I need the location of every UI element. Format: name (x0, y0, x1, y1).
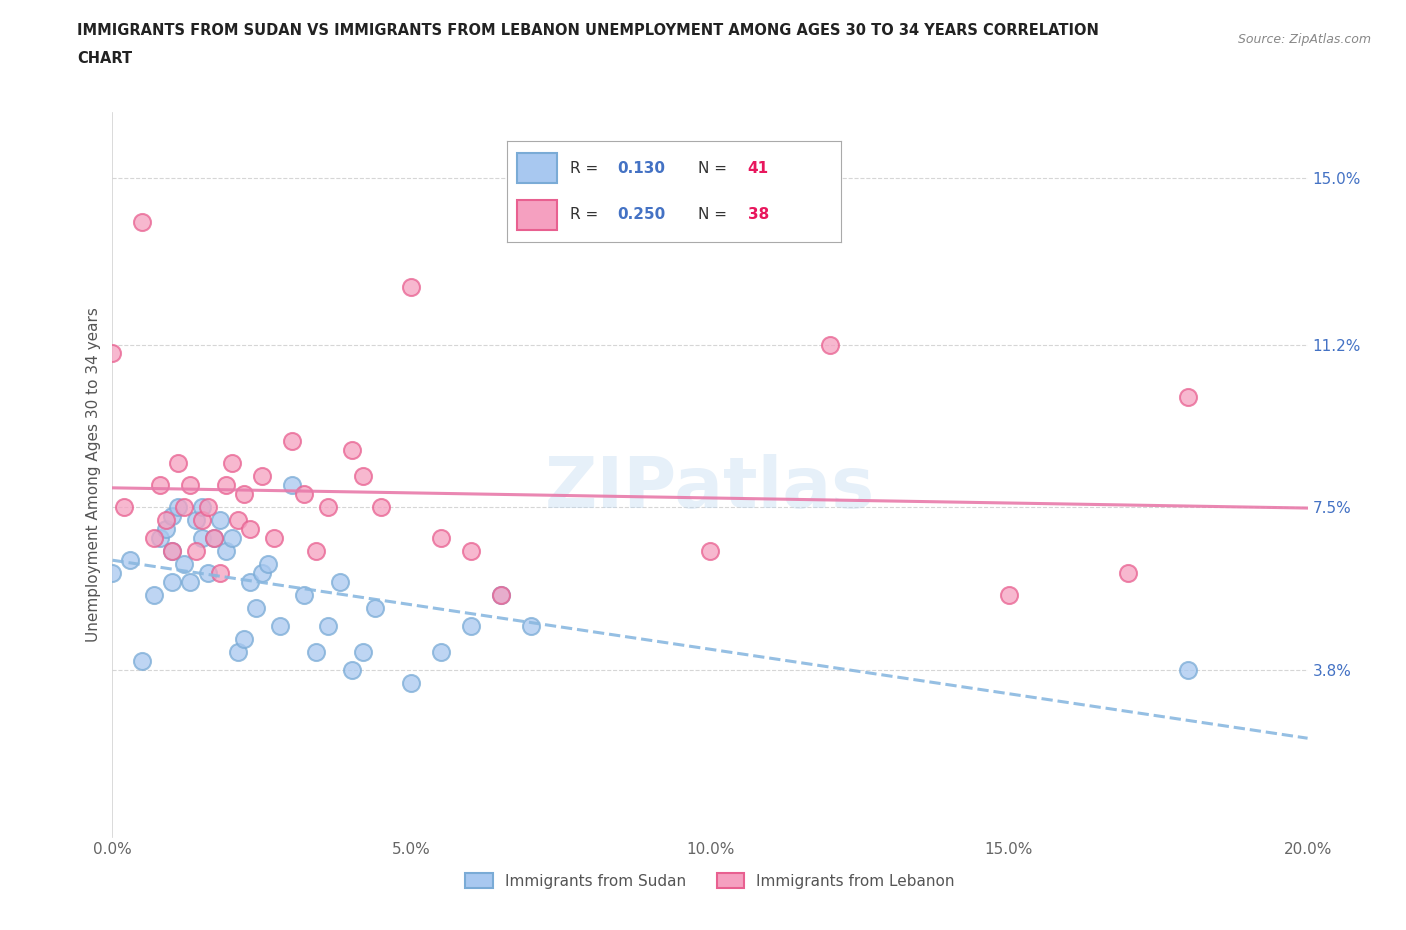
Text: Source: ZipAtlas.com: Source: ZipAtlas.com (1237, 33, 1371, 46)
Point (162, 575, 183, 590)
Point (209, 565, 232, 580)
Point (305, 544, 328, 559)
Point (263, 531, 285, 546)
Point (197, 499, 219, 514)
Point (460, 544, 482, 559)
Point (226, 644, 249, 659)
Point (520, 618, 543, 633)
Point (340, 662, 363, 677)
Point (143, 588, 166, 603)
Point (460, 618, 482, 633)
Point (179, 575, 201, 590)
Point (430, 644, 453, 659)
Point (316, 499, 339, 514)
Point (364, 601, 387, 616)
Point (167, 499, 190, 514)
Point (179, 478, 201, 493)
Point (340, 443, 363, 458)
Point (114, 499, 135, 514)
Point (131, 214, 153, 229)
Point (370, 499, 392, 514)
Point (818, 338, 841, 352)
Point (131, 654, 153, 669)
Point (1118, 565, 1140, 580)
Point (401, 676, 423, 691)
Point (489, 588, 512, 603)
Point (173, 499, 195, 514)
Point (221, 531, 243, 546)
Point (155, 513, 177, 528)
Point (401, 280, 423, 295)
Point (245, 601, 267, 616)
Point (162, 509, 183, 524)
Point (1177, 662, 1199, 677)
Text: ZIPatlas: ZIPatlas (546, 455, 875, 524)
Point (1177, 390, 1199, 405)
Point (250, 469, 273, 484)
Point (329, 575, 352, 590)
Point (149, 478, 172, 493)
Point (239, 522, 262, 537)
Point (101, 565, 124, 580)
Point (162, 544, 183, 559)
Point (197, 565, 219, 580)
Legend: Immigrants from Sudan, Immigrants from Lebanon: Immigrants from Sudan, Immigrants from L… (460, 867, 960, 895)
Point (998, 588, 1021, 603)
Point (215, 544, 238, 559)
Point (430, 531, 453, 546)
Point (281, 434, 304, 449)
Point (239, 575, 262, 590)
Point (257, 557, 280, 572)
Point (353, 469, 375, 484)
Point (120, 552, 142, 567)
Point (250, 565, 273, 580)
Point (292, 588, 315, 603)
Point (221, 456, 243, 471)
Point (209, 513, 232, 528)
Point (269, 618, 291, 633)
Point (167, 456, 190, 471)
Point (215, 478, 238, 493)
Text: IMMIGRANTS FROM SUDAN VS IMMIGRANTS FROM LEBANON UNEMPLOYMENT AMONG AGES 30 TO 3: IMMIGRANTS FROM SUDAN VS IMMIGRANTS FROM… (77, 23, 1099, 38)
Point (191, 531, 214, 546)
Point (202, 531, 225, 546)
Point (173, 557, 195, 572)
Point (699, 544, 721, 559)
Point (489, 588, 512, 603)
Point (316, 618, 339, 633)
Point (202, 531, 225, 546)
Point (186, 544, 208, 559)
Point (281, 478, 304, 493)
Point (292, 486, 315, 501)
Point (353, 644, 375, 659)
Point (162, 544, 183, 559)
Point (305, 644, 328, 659)
Point (143, 531, 166, 546)
Point (101, 346, 124, 361)
Point (191, 513, 214, 528)
Point (233, 486, 256, 501)
Point (191, 499, 214, 514)
Point (233, 631, 256, 646)
Point (186, 513, 208, 528)
Y-axis label: Unemployment Among Ages 30 to 34 years: Unemployment Among Ages 30 to 34 years (86, 307, 101, 642)
Point (149, 531, 172, 546)
Point (155, 522, 177, 537)
Text: CHART: CHART (77, 51, 132, 66)
Point (226, 513, 249, 528)
